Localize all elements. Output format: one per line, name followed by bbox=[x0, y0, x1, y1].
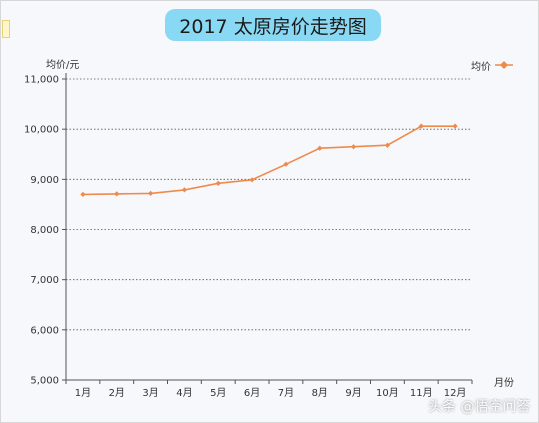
y-tick-label: 9,000 bbox=[30, 175, 59, 186]
data-point bbox=[215, 180, 221, 186]
y-tick-label: 8,000 bbox=[30, 225, 59, 236]
x-tick-label: 10月 bbox=[376, 387, 399, 399]
data-point bbox=[283, 161, 289, 167]
chart-title: 2017 太原房价走势图 bbox=[165, 9, 381, 41]
y-tick-label: 7,000 bbox=[30, 275, 59, 286]
data-point bbox=[181, 187, 188, 193]
side-tab-marker bbox=[2, 20, 10, 38]
data-point bbox=[147, 190, 154, 196]
x-tick-label: 11月 bbox=[410, 387, 433, 399]
data-point bbox=[317, 145, 323, 151]
x-tick-label: 12月 bbox=[444, 387, 467, 399]
x-tick-label: 2月 bbox=[109, 387, 125, 399]
x-tick-label: 9月 bbox=[345, 387, 361, 399]
x-axis-label: 月份 bbox=[494, 378, 514, 389]
legend-line-icon bbox=[495, 61, 513, 69]
data-point bbox=[249, 177, 255, 183]
grid-lines bbox=[66, 78, 472, 331]
legend-label: 均价 bbox=[471, 61, 491, 73]
x-tick-label: 6月 bbox=[244, 387, 260, 399]
series-line-path bbox=[82, 125, 456, 196]
x-tick-label: 7月 bbox=[278, 387, 294, 399]
y-tick-label: 5,000 bbox=[30, 376, 59, 387]
x-tick-label: 4月 bbox=[176, 387, 192, 399]
y-tick-label: 6,000 bbox=[30, 325, 59, 336]
series-line bbox=[82, 125, 456, 196]
data-point bbox=[452, 123, 458, 129]
watermark: 头条 @悟空问答 bbox=[428, 399, 531, 415]
x-tick-labels: 1月 2月 3月 4月 5月 6月 7月 8月 9月 10月 11月 12月 bbox=[75, 387, 467, 399]
y-tick-label: 11,000 bbox=[24, 75, 59, 86]
data-point bbox=[350, 144, 357, 150]
x-tick-label: 8月 bbox=[312, 387, 328, 399]
x-tick-label: 5月 bbox=[210, 387, 226, 399]
y-tick-labels: 5,000 6,000 7,000 8,000 9,000 10,000 11,000 bbox=[24, 75, 59, 387]
x-tick-label: 3月 bbox=[142, 387, 158, 399]
data-point bbox=[384, 142, 391, 148]
series-points bbox=[80, 123, 458, 197]
data-point bbox=[114, 191, 120, 197]
axes bbox=[62, 73, 473, 384]
y-tick-label: 10,000 bbox=[24, 125, 59, 136]
y-axis-label: 均价/元 bbox=[46, 60, 80, 71]
legend[interactable]: 均价 bbox=[471, 58, 513, 73]
x-tick-label: 1月 bbox=[75, 387, 91, 399]
data-point bbox=[80, 191, 86, 197]
data-point bbox=[418, 123, 424, 129]
